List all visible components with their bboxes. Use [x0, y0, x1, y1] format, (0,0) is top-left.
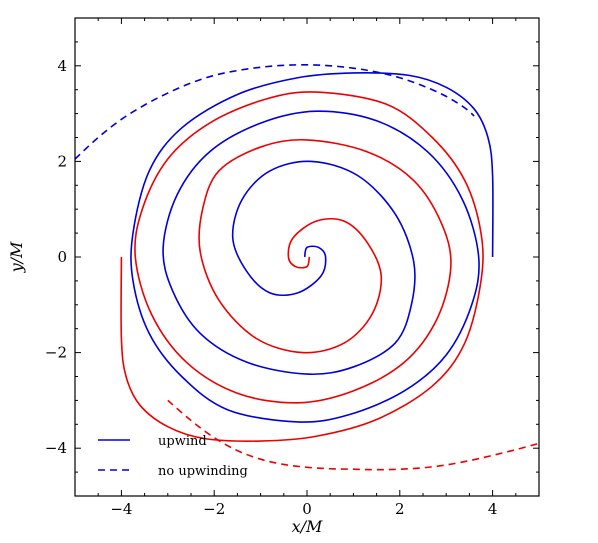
series-upwind-blue: [130, 72, 494, 423]
y-axis-label: y/M: [7, 241, 26, 273]
series-layer: [75, 64, 539, 471]
legend-label-no-upwinding: no upwinding: [158, 464, 248, 479]
y-tick-label: 2: [57, 152, 67, 170]
plot-frame: [74, 17, 540, 497]
x-tick-label: −2: [203, 500, 225, 518]
tick-layer: −4 −2 0 2 4 −4 −2 0 2 4: [45, 18, 539, 518]
y-tick-label: 4: [57, 57, 67, 75]
x-tick-label: 0: [302, 500, 312, 518]
series-no-upwinding-blue: [75, 64, 475, 160]
legend-label-upwind: upwind: [158, 434, 207, 449]
y-tick-label: −4: [45, 439, 67, 457]
legend: upwind no upwinding: [98, 434, 248, 479]
x-axis-label: x/M: [292, 517, 323, 536]
y-tick-label: −2: [45, 344, 67, 362]
y-tick-label: 0: [57, 248, 67, 266]
x-tick-label: 2: [395, 500, 405, 518]
series-upwind-red: [120, 91, 484, 442]
series-no-upwinding-red: [167, 399, 539, 471]
x-tick-label: 4: [488, 500, 498, 518]
x-tick-label: −4: [110, 500, 132, 518]
